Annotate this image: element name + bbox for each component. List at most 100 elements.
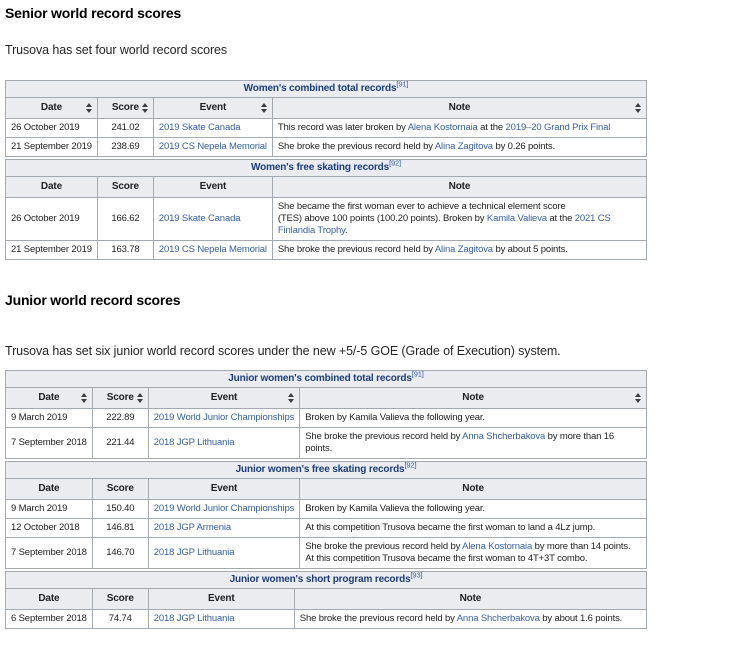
column-header-note: Note xyxy=(293,588,648,610)
column-header-label: Event xyxy=(210,392,238,403)
event-cell: 2019 CS Nepela Memorial xyxy=(152,137,273,157)
senior-heading: Senior world record scores xyxy=(5,5,182,21)
table-caption-label: Junior women's combined total records xyxy=(228,373,412,384)
note-cell: She broke the previous record held by Al… xyxy=(271,240,648,260)
column-header-note[interactable]: Note xyxy=(271,97,648,119)
table-row: 9 March 2019 222.89 2019 World Junior Cham… xyxy=(5,408,647,428)
table-caption: Women's combined total records[91] xyxy=(5,79,647,98)
event-cell: 2018 JGP Lithuania xyxy=(147,537,301,569)
note-link[interactable]: Alena Kostornaia xyxy=(462,541,533,552)
reference-link[interactable]: [91] xyxy=(411,369,424,379)
column-header-date: Date xyxy=(5,478,93,500)
event-cell: 2019 Skate Canada xyxy=(152,197,273,241)
table-row: 6 September 2018 74.74 2018 JGP Lithuania S… xyxy=(5,609,648,629)
note-link[interactable]: Anna Shcherbakova xyxy=(456,613,540,624)
junior-section: Junior world record scores Trusova has s… xyxy=(5,293,652,629)
column-header-label: Score xyxy=(106,392,134,403)
column-header-event: Event xyxy=(147,478,301,500)
date-cell: 9 March 2019 xyxy=(5,499,93,519)
table-caption-label: Junior women's short program records xyxy=(229,574,411,585)
note-link[interactable]: Alina Zagitova xyxy=(434,141,493,152)
note-text: At this competition Trusova became the f… xyxy=(305,522,596,533)
reference-link[interactable]: [91] xyxy=(396,79,409,89)
table-row: 26 October 2019 166.62 2019 Skate Canada Sh… xyxy=(5,197,648,241)
note-text: by more than 16 points. xyxy=(305,431,615,454)
event-link[interactable]: 2019 CS Nepela Memorial xyxy=(158,141,267,152)
note-text: by more than 14 points. xyxy=(532,541,631,552)
score-cell: 222.89 xyxy=(91,408,149,428)
column-header-label: Score xyxy=(111,181,139,192)
sort-icon xyxy=(85,103,93,113)
column-header-label: Event xyxy=(199,102,227,113)
note-text: Broken by Kamila Valieva the following y… xyxy=(305,412,485,423)
score-cell: 163.78 xyxy=(96,240,154,260)
event-link[interactable]: 2019 Skate Canada xyxy=(158,213,241,224)
note-link[interactable]: 2019–20 Grand Prix Final xyxy=(505,122,611,133)
reference-link[interactable]: [92] xyxy=(404,460,417,470)
note-text: Broken by Kamila Valieva the following y… xyxy=(305,503,485,514)
column-header-event: Event xyxy=(147,588,295,610)
note-text: (TES) above 100 points (100.20 points). … xyxy=(277,213,487,224)
note-cell: She broke the previous record held by An… xyxy=(299,427,647,459)
column-header-score[interactable]: Score xyxy=(96,97,154,119)
event-cell: 2018 JGP Lithuania xyxy=(147,609,295,629)
score-cell: 74.74 xyxy=(91,609,149,629)
table-caption: Junior women's combined total records[91… xyxy=(5,369,647,388)
column-header-row: Date Score Event Note xyxy=(5,176,648,198)
event-cell: 2018 JGP Armenia xyxy=(147,518,301,538)
note-cell: She broke the previous record held by An… xyxy=(293,609,648,629)
column-header-label: Note xyxy=(462,392,484,403)
date-cell: 7 September 2018 xyxy=(5,537,93,569)
date-cell: 6 September 2018 xyxy=(5,609,93,629)
caption-row: Junior women's combined total records[91… xyxy=(5,369,647,388)
column-header-note[interactable]: Note xyxy=(299,387,647,409)
note-link[interactable]: Kamila Valieva xyxy=(486,213,547,224)
column-header-note: Note xyxy=(271,176,648,198)
note-link[interactable]: Anna Shcherbakova xyxy=(462,431,546,442)
table-row: 9 March 2019 150.40 2019 World Junior Cham… xyxy=(5,499,647,519)
date-cell: 26 October 2019 xyxy=(5,118,98,138)
sort-icon xyxy=(288,393,295,403)
score-cell: 241.02 xyxy=(96,118,154,138)
note-link[interactable]: Alena Kostornaia xyxy=(407,122,478,133)
table-caption: Junior women's free skating records[92] xyxy=(5,460,647,479)
note-link[interactable]: Alina Zagitova xyxy=(434,244,493,255)
note-text: She broke the previous record held by xyxy=(277,244,435,255)
score-cell: 238.69 xyxy=(96,137,154,157)
column-header-date[interactable]: Date xyxy=(5,387,93,409)
score-cell: 166.62 xyxy=(96,197,154,241)
column-header-event[interactable]: Event xyxy=(147,387,301,409)
event-link[interactable]: 2019 Skate Canada xyxy=(158,122,241,133)
note-cell: This record was later broken by Alena Ko… xyxy=(271,118,648,138)
event-link[interactable]: 2018 JGP Armenia xyxy=(153,522,231,533)
column-header-date[interactable]: Date xyxy=(5,97,98,119)
sort-icon xyxy=(80,393,88,403)
sort-icon xyxy=(635,393,642,403)
table-caption-label: Women's combined total records xyxy=(243,83,397,94)
column-header-event[interactable]: Event xyxy=(152,97,273,119)
junior-combined-total-records-table: Junior women's combined total records[91… xyxy=(5,370,647,459)
table-row: 7 September 2018 221.44 2018 JGP Lithuania… xyxy=(5,427,647,459)
column-header-label: Date xyxy=(40,102,62,113)
event-link[interactable]: 2018 JGP Lithuania xyxy=(153,547,235,558)
senior-combined-total-records-table: Women's combined total records[91] Date Sc… xyxy=(5,79,648,157)
table-row: 21 September 2019 163.78 2019 CS Nepela Me… xyxy=(5,240,648,260)
event-link[interactable]: 2019 World Junior Championships xyxy=(153,503,295,514)
column-header-label: Note xyxy=(448,102,471,113)
sort-icon xyxy=(136,393,144,403)
table-row: 7 September 2018 146.70 2018 JGP Lithuania… xyxy=(5,537,647,569)
date-cell: 12 October 2018 xyxy=(5,518,93,538)
note-link[interactable]: 2021 CS Finlandia Trophy xyxy=(277,213,611,236)
event-link[interactable]: 2018 JGP Lithuania xyxy=(153,613,235,624)
reference-link[interactable]: [92] xyxy=(389,158,401,168)
event-link[interactable]: 2018 JGP Lithuania xyxy=(153,437,235,448)
table-row: 21 September 2019 238.69 2019 CS Nepela Me… xyxy=(5,137,648,157)
date-cell: 21 September 2019 xyxy=(5,240,98,260)
event-link[interactable]: 2019 World Junior Championships xyxy=(153,412,295,423)
reference-link[interactable]: [93] xyxy=(410,570,423,580)
note-cell: She broke the previous record held by Al… xyxy=(299,537,647,569)
column-header-label: Date xyxy=(38,392,60,403)
column-header-score[interactable]: Score xyxy=(91,387,149,409)
event-link[interactable]: 2019 CS Nepela Memorial xyxy=(158,244,267,255)
article-content: Senior world record scores Trusova has s… xyxy=(5,5,652,629)
